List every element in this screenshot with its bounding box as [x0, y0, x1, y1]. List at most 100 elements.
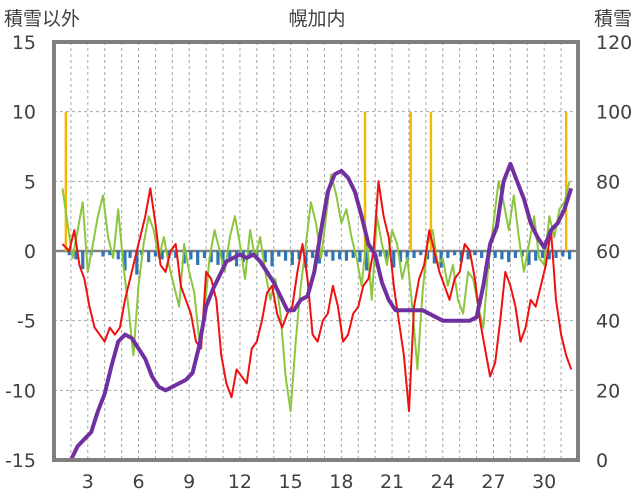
- orange-bar-4: [564, 111, 568, 252]
- blue-bar-46: [385, 251, 389, 260]
- orange-bar-2: [409, 111, 412, 252]
- blue-bar-43: [365, 251, 369, 271]
- blue-bar-52: [425, 251, 430, 260]
- blue-bar-71: [554, 251, 558, 258]
- line-series-layer: [61, 161, 574, 462]
- blue-bar-20: [209, 251, 213, 263]
- blue-bar-32: [290, 251, 294, 265]
- blue-bar-37: [324, 251, 328, 257]
- blue-bar-70: [547, 251, 551, 260]
- right-tick-label: 100: [596, 102, 632, 124]
- blue-bar-53: [432, 251, 436, 264]
- blue-bar-7: [123, 251, 127, 271]
- blue-bar-56: [453, 251, 457, 256]
- x-tick-label: 24: [431, 471, 455, 493]
- blue-bar-28: [263, 251, 267, 263]
- blue-bar-11: [147, 251, 151, 263]
- plot-border: [52, 40, 580, 462]
- blue-bar-65: [513, 251, 518, 258]
- x-tick-label: 6: [132, 471, 144, 493]
- blue-bar-31: [283, 251, 288, 261]
- left-axis-label: 積雪以外: [4, 8, 80, 30]
- blue-bar-29: [270, 251, 274, 267]
- blue-bar-45: [378, 251, 382, 257]
- left-tick-label: 10: [12, 102, 36, 124]
- blue-bar-19: [202, 251, 207, 258]
- x-ticks: 3 6 9 12 15 18 21 24 27 30: [82, 471, 557, 493]
- purple-series-line: [62, 161, 574, 462]
- blue-bar-30: [277, 251, 281, 257]
- orange-bar-3: [429, 111, 433, 252]
- blue-bar-49: [405, 251, 409, 260]
- right-tick-label: 20: [596, 380, 620, 402]
- right-tick-label: 60: [596, 241, 620, 263]
- blue-bar-57: [459, 251, 463, 263]
- bar-series-layer: [64, 111, 572, 275]
- blue-bar-22: [221, 251, 225, 267]
- blue-bar-41: [351, 251, 355, 258]
- blue-bar-23: [228, 251, 232, 258]
- right-tick-label: 0: [596, 450, 608, 472]
- left-tick-label: 15: [12, 32, 36, 54]
- red-series-line: [61, 180, 573, 413]
- blue-bar-21: [216, 251, 220, 265]
- blue-bar-8: [128, 251, 132, 258]
- chart-title: 幌加内: [288, 8, 345, 30]
- orange-bar-0: [64, 111, 68, 252]
- blue-bar-72: [561, 251, 565, 257]
- x-tick-label: 15: [279, 471, 303, 493]
- blue-bar-36: [317, 251, 321, 264]
- blue-bar-55: [446, 251, 450, 258]
- blue-bar-68: [534, 251, 538, 261]
- x-tick-label: 21: [380, 471, 404, 493]
- blue-bar-24: [234, 251, 239, 267]
- blue-bar-40: [344, 251, 349, 261]
- blue-bar-4: [101, 251, 105, 257]
- blue-bar-18: [196, 251, 200, 265]
- blue-bar-47: [392, 251, 396, 268]
- blue-bar-16: [182, 251, 186, 264]
- plot-frame: [52, 40, 580, 462]
- orange-bar-1: [363, 111, 367, 252]
- right-axis-label: 積雪: [594, 8, 632, 30]
- left-y-ticks: 15 10 5 0 -5 -10 -15: [5, 32, 36, 472]
- blue-bar-35: [311, 251, 315, 258]
- blue-bar-58: [466, 251, 470, 260]
- x-tick-label: 30: [532, 471, 556, 493]
- blue-bar-67: [527, 251, 531, 265]
- blue-bar-50: [412, 251, 416, 258]
- x-tick-label: 27: [481, 471, 505, 493]
- blue-bar-33: [297, 251, 301, 260]
- blue-bar-59: [473, 251, 477, 256]
- blue-bar-42: [358, 251, 362, 263]
- x-tick-label: 18: [329, 471, 353, 493]
- blue-bar-9: [135, 251, 139, 275]
- left-tick-label: -10: [5, 380, 36, 402]
- right-tick-label: 80: [596, 171, 620, 193]
- blue-bar-6: [116, 251, 120, 260]
- left-tick-label: 5: [24, 171, 36, 193]
- blue-bar-1: [74, 251, 78, 260]
- blue-bar-69: [540, 251, 545, 258]
- blue-bar-63: [500, 251, 504, 260]
- blue-bar-62: [493, 251, 497, 258]
- blue-bar-64: [507, 251, 511, 263]
- blue-bar-12: [153, 251, 158, 257]
- left-tick-label: 0: [24, 241, 36, 263]
- green-series-line: [61, 173, 571, 413]
- right-tick-label: 120: [596, 32, 632, 54]
- right-tick-label: 40: [596, 311, 620, 333]
- blue-bar-38: [331, 251, 335, 261]
- blue-bar-15: [174, 251, 178, 258]
- blue-bar-48: [398, 251, 403, 263]
- x-tick-label: 12: [228, 471, 252, 493]
- left-tick-label: -15: [5, 450, 36, 472]
- blue-bar-26: [248, 251, 252, 257]
- blue-bar-17: [189, 251, 193, 260]
- blue-bar-13: [160, 251, 164, 260]
- right-y-ticks: 120 100 80 60 40 20 0: [596, 32, 632, 472]
- blue-bar-73: [567, 251, 572, 260]
- x-tick-label: 9: [183, 471, 195, 493]
- blue-bar-5: [108, 251, 112, 256]
